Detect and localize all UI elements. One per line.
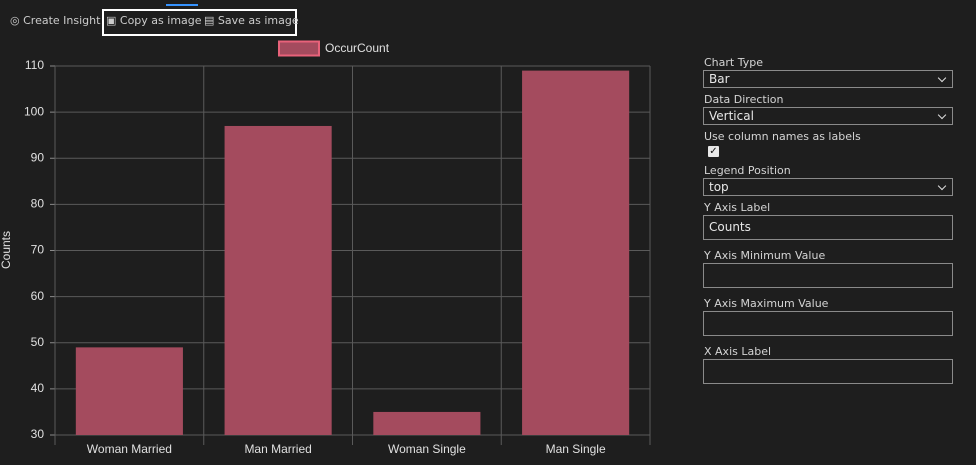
label: Copy as image	[119, 14, 202, 27]
y-tick-label: 60	[31, 289, 45, 303]
y-tick-label: 50	[31, 335, 45, 349]
label: Create Insight	[23, 14, 101, 27]
create-insight-button[interactable]: ◎ Create Insight	[10, 14, 101, 27]
field-label: Use column names as labels	[704, 130, 861, 143]
y-tick-label: 40	[31, 381, 45, 395]
y-tick-label: 90	[31, 150, 45, 164]
text-input[interactable]	[703, 263, 953, 288]
label: Save as image	[217, 14, 299, 27]
y-axis-label: Counts	[0, 231, 13, 269]
y-tick-label: 80	[31, 197, 45, 211]
chart: Counts 30 40 50 60 70 80 90 100 110 OccurCount Wom…	[0, 40, 651, 456]
x-tick-label: Man Single	[546, 442, 606, 456]
x-tick-label: Woman Single	[388, 442, 466, 456]
dropdown[interactable]: Bar	[703, 70, 953, 88]
field-label: Y Axis Maximum Value	[704, 297, 829, 310]
bar	[224, 125, 332, 436]
legend-label: OccurCount	[325, 41, 390, 55]
bar	[373, 411, 481, 435]
text-input[interactable]	[703, 311, 953, 336]
settings-panel: Chart Type Bar Data Direction Vertical Use c…	[703, 55, 953, 392]
tab-indicator	[166, 4, 198, 6]
y-tick-label: 30	[31, 427, 45, 441]
highlight-box	[102, 9, 297, 36]
dropdown[interactable]: top	[703, 178, 953, 196]
y-tick-label: 100	[24, 104, 44, 118]
text-input[interactable]: Counts	[703, 215, 953, 240]
dropdown[interactable]: Vertical	[703, 107, 953, 125]
field-label: Legend Position	[704, 164, 791, 177]
bar	[75, 347, 183, 435]
field-label: Y Axis Label	[704, 201, 771, 214]
checkbox[interactable]: ✓	[708, 146, 719, 157]
text-input[interactable]	[703, 359, 953, 384]
x-tick-label: Man Married	[244, 442, 311, 456]
x-tick-label: Woman Married	[87, 442, 172, 456]
field-label: Data Direction	[704, 93, 784, 106]
legend-swatch	[278, 40, 320, 57]
copy-image-button[interactable]: ▣ Copy as image	[106, 14, 202, 27]
y-tick-label: 70	[31, 243, 45, 257]
field-label: Chart Type	[704, 56, 763, 69]
save-image-button[interactable]: ▤ Save as image	[204, 14, 299, 27]
field-label: Y Axis Minimum Value	[704, 249, 826, 262]
y-tick-label: 110	[25, 58, 44, 72]
field-label: X Axis Label	[704, 345, 772, 358]
bar	[522, 70, 630, 436]
